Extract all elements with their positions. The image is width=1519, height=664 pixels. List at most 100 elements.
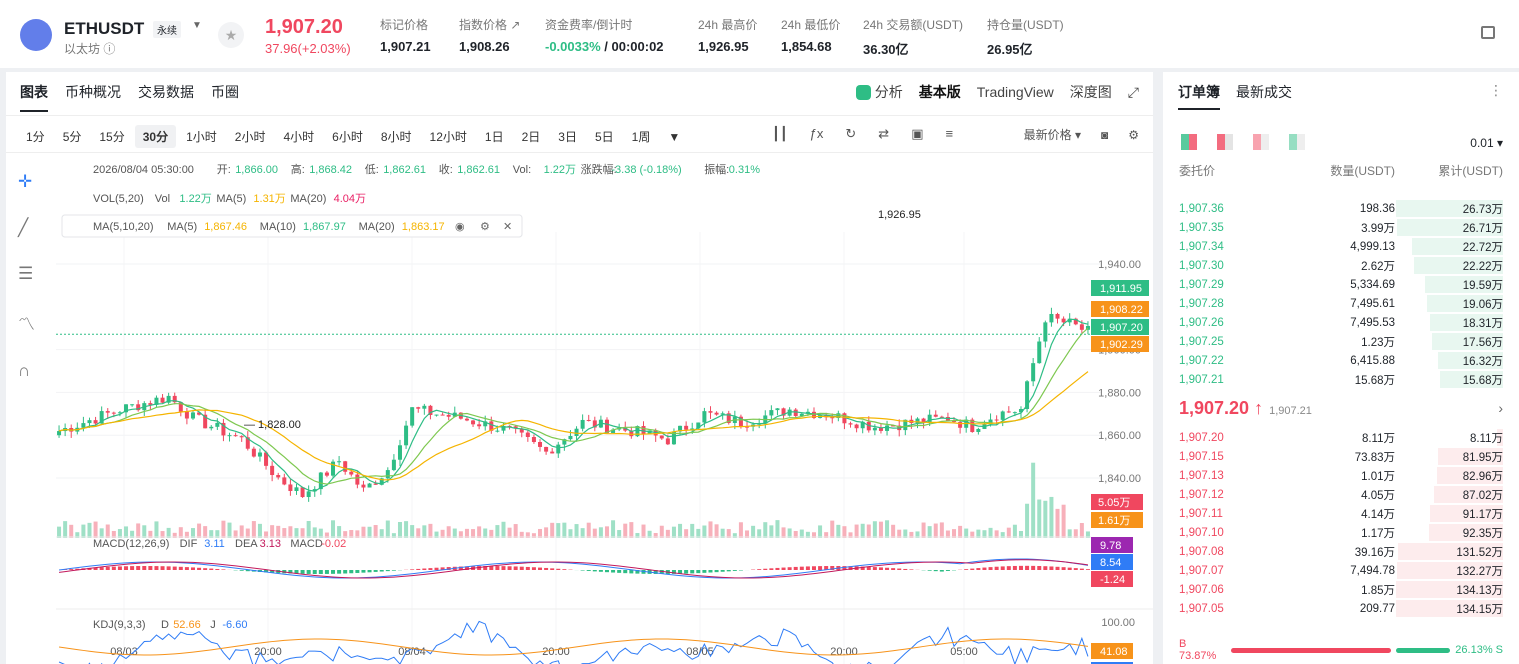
interval-2[interactable]: 15分 — [99, 130, 125, 144]
macd-bar — [501, 566, 506, 570]
book-row[interactable]: 1,907.34 4,999.13 22.72万 — [1179, 237, 1503, 256]
volume-bar — [154, 521, 159, 538]
book-row[interactable]: 1,907.25 1.23万 17.56万 — [1179, 332, 1503, 351]
crosshair-icon[interactable]: ✛ — [18, 172, 33, 191]
macd-bar — [580, 570, 585, 571]
mid-price: 1,907.20 ↑ 1,907.21 › — [1179, 398, 1503, 418]
countdown: / 00:00:02 — [600, 39, 664, 54]
interval-6[interactable]: 4小时 — [283, 130, 315, 144]
book-row[interactable]: 1,907.10 1.17万 92.35万 — [1179, 523, 1503, 542]
macd-bar — [458, 566, 463, 570]
fullscreen-icon[interactable]: ⤢ — [1127, 83, 1139, 100]
book-row[interactable]: 1,907.13 1.01万 82.96万 — [1179, 466, 1503, 485]
volume-bar — [604, 526, 609, 538]
favorite-star-icon[interactable]: ★ — [218, 22, 244, 48]
book-row[interactable]: 1,907.35 3.99万 26.71万 — [1179, 218, 1503, 237]
volume-bar — [117, 529, 122, 538]
more-icon[interactable]: ⋮ — [1489, 82, 1503, 98]
book-row[interactable]: 1,907.28 7,495.61 19.06万 — [1179, 294, 1503, 313]
macd-bar — [787, 567, 792, 570]
book-row[interactable]: 1,907.15 73.83万 81.95万 — [1179, 447, 1503, 466]
close-icon: ✕ — [503, 221, 512, 233]
price: 1,907.06 — [1179, 583, 1224, 596]
book-row[interactable]: 1,907.20 8.11万 8.11万 — [1179, 428, 1503, 447]
interval-7[interactable]: 6小时 — [332, 130, 363, 144]
refresh-icon[interactable]: ↻ — [845, 126, 857, 141]
layout-icon[interactable]: ▣ — [911, 126, 924, 141]
volume-bar — [270, 525, 275, 538]
interval-1[interactable]: 5分 — [62, 130, 82, 144]
interval-12[interactable]: 3日 — [558, 130, 577, 144]
gear-icon[interactable]: ⚙ — [1128, 127, 1139, 142]
interval-4[interactable]: 1小时 — [186, 130, 217, 144]
book-row[interactable]: 1,907.30 2.62万 22.22万 — [1179, 256, 1503, 275]
view-tab-3[interactable]: 深度图 — [1069, 84, 1112, 100]
candle-type-icon[interactable]: ┃┃ — [772, 126, 788, 141]
interval-14[interactable]: 1周 — [631, 130, 651, 144]
volume-bar — [751, 525, 756, 538]
macd-bar — [87, 567, 92, 570]
book-row[interactable]: 1,907.36 198.36 26.73万 — [1179, 199, 1503, 218]
info-icon[interactable]: ⓘ — [103, 42, 116, 56]
analysis-button[interactable]: 分析 — [855, 82, 903, 102]
price-type-select[interactable]: 最新价格 ▾ — [1023, 128, 1081, 142]
chevron-down-icon[interactable]: ▼ — [192, 20, 202, 31]
macd-tag-text: -1.24 — [1100, 574, 1125, 586]
book-row[interactable]: 1,907.08 39.16万 131.52万 — [1179, 542, 1503, 561]
book-row[interactable]: 1,907.07 7,494.78 132.27万 — [1179, 561, 1503, 580]
perp-badge: 永续 — [153, 21, 181, 38]
macd-bar — [860, 566, 865, 570]
compare-icon[interactable]: ⇄ — [878, 126, 890, 141]
book-tab-1[interactable]: 最新成交 — [1236, 84, 1292, 100]
settings-list-icon[interactable]: ≡ — [945, 126, 954, 141]
volume-bar — [306, 520, 311, 538]
trendline-icon[interactable]: ╱ — [18, 218, 29, 237]
mode-bids-icon[interactable] — [1253, 134, 1269, 150]
book-icon[interactable] — [1481, 26, 1495, 39]
interval-3[interactable]: 30分 — [134, 125, 177, 148]
mode-both-icon[interactable] — [1181, 134, 1197, 150]
book-row[interactable]: 1,907.12 4.05万 87.02万 — [1179, 485, 1503, 504]
y-tick: 1,880.00 — [1098, 387, 1141, 399]
magnet-icon[interactable]: ∩ — [18, 361, 31, 380]
book-row[interactable]: 1,907.21 15.68万 15.68万 — [1179, 370, 1503, 389]
book-row[interactable]: 1,907.26 7,495.53 18.31万 — [1179, 313, 1503, 332]
interval-5[interactable]: 2小时 — [234, 130, 266, 144]
interval-dropdown-icon[interactable]: ▼ — [668, 129, 681, 144]
interval-13[interactable]: 5日 — [594, 130, 614, 144]
symbol[interactable]: ETHUSDT — [64, 19, 145, 38]
chevron-right-icon[interactable]: › — [1498, 400, 1503, 416]
indicator-icon[interactable]: ƒx — [809, 126, 824, 141]
book-row[interactable]: 1,907.22 6,415.88 16.32万 — [1179, 351, 1503, 370]
book-tab-0[interactable]: 订单簿 — [1178, 82, 1220, 110]
kline-chart[interactable]: 1,940.001,900.001,880.001,860.001,840.00… — [6, 152, 1153, 664]
book-row[interactable]: 1,907.29 5,334.69 19.59万 — [1179, 275, 1503, 294]
legend-item: DIF — [180, 538, 198, 550]
interval-8[interactable]: 8小时 — [380, 130, 412, 144]
tab-chart-0[interactable]: 图表 — [20, 82, 48, 112]
pattern-icon[interactable]: 〽 — [18, 315, 35, 334]
kdj-tag — [1091, 662, 1133, 664]
view-tab-1[interactable]: 基本版 — [918, 84, 961, 100]
macd-bar — [507, 566, 512, 570]
tab-chart-3[interactable]: 币圈 — [211, 84, 239, 100]
legend-item: 0.31% — [729, 164, 760, 176]
interval-0[interactable]: 1分 — [26, 130, 45, 144]
book-row[interactable]: 1,907.11 4.14万 91.17万 — [1179, 504, 1503, 523]
camera-icon[interactable]: ◙ — [1100, 127, 1109, 142]
fib-icon[interactable]: ☰ — [18, 264, 34, 283]
view-tab-2[interactable]: TradingView — [976, 84, 1054, 100]
interval-9[interactable]: 12小时 — [429, 130, 467, 144]
candle — [306, 491, 311, 498]
kdj-d-line — [58, 638, 1089, 656]
macd-bar — [848, 566, 853, 570]
precision-select[interactable]: 0.01 ▾ — [1470, 136, 1503, 150]
interval-11[interactable]: 2日 — [521, 130, 541, 144]
book-row[interactable]: 1,907.05 209.77 134.15万 — [1179, 599, 1503, 618]
mode-asks-icon[interactable] — [1217, 134, 1233, 150]
tab-chart-1[interactable]: 币种概况 — [65, 84, 121, 100]
book-row[interactable]: 1,907.06 1.85万 134.13万 — [1179, 580, 1503, 599]
interval-10[interactable]: 1日 — [484, 130, 504, 144]
tab-chart-2[interactable]: 交易数据 — [138, 84, 194, 100]
mode-other-icon[interactable] — [1289, 134, 1305, 150]
